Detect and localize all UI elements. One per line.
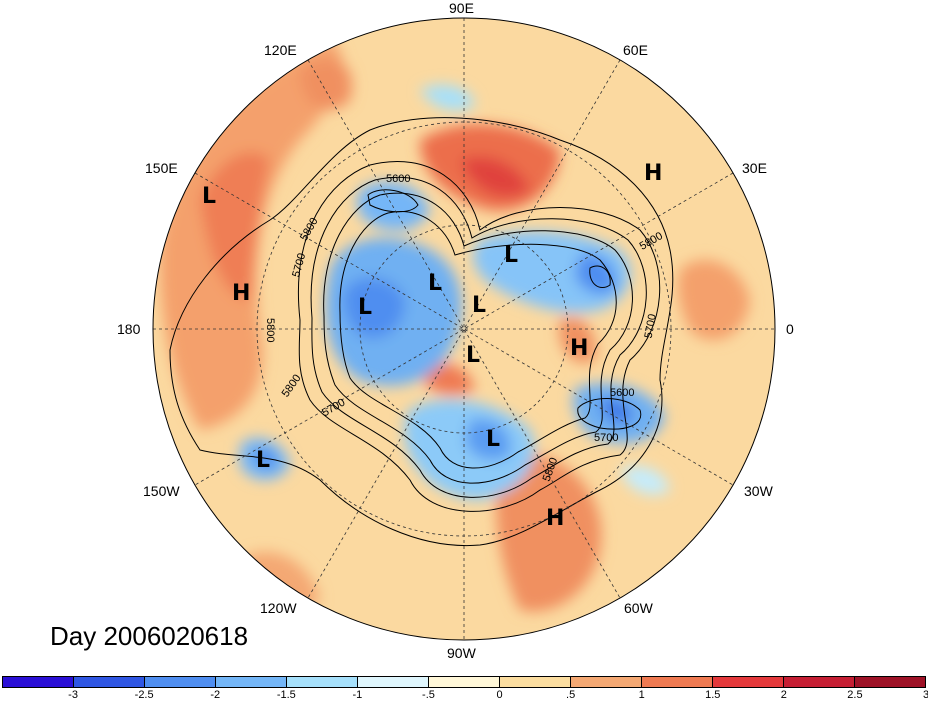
contour-label: 5700 — [594, 432, 618, 444]
high-marker: H — [570, 336, 588, 361]
colorbar-tick-label: -2.5 — [134, 689, 154, 701]
high-marker: H — [546, 506, 564, 531]
lon-label-30w: 30W — [744, 483, 773, 499]
low-marker: L — [504, 243, 518, 268]
colorbar-swatch — [500, 677, 571, 687]
colorbar-swatch — [642, 677, 713, 687]
colorbar-swatch — [287, 677, 358, 687]
lon-label-0: 0 — [786, 321, 794, 337]
colorbar-tick-label: -.5 — [422, 689, 435, 701]
colorbar-swatch — [145, 677, 216, 687]
colorbar-tick-label: 1.5 — [705, 689, 721, 701]
graticule — [153, 18, 775, 640]
colorbar-swatch — [784, 677, 855, 687]
high-marker: H — [232, 281, 250, 306]
lon-label-60e: 60E — [623, 42, 648, 58]
low-marker: L — [428, 271, 442, 296]
lon-label-60w: 60W — [624, 600, 653, 616]
colorbar-tick-label: -1.5 — [276, 689, 296, 701]
high-marker: H — [644, 161, 662, 186]
lon-label-90w: 90W — [447, 645, 476, 661]
colorbar-swatch — [358, 677, 429, 687]
lon-label-180: 180 — [117, 321, 141, 337]
colorbar — [2, 676, 926, 688]
low-marker: L — [202, 184, 216, 209]
colorbar-swatch — [216, 677, 287, 687]
height-contours — [169, 117, 674, 547]
colorbar-swatch — [3, 677, 74, 687]
colorbar-swatch — [855, 677, 925, 687]
map-border — [152, 17, 776, 641]
colorbar-swatch — [713, 677, 784, 687]
lon-label-120w: 120W — [260, 600, 297, 616]
colorbar-swatch — [429, 677, 500, 687]
day-title: Day 2006020618 — [50, 621, 249, 651]
low-marker: L — [466, 343, 480, 368]
colorbar-tick-label: -3 — [68, 689, 78, 701]
colorbar-tick-label: 0 — [496, 689, 503, 701]
low-marker: L — [256, 448, 270, 473]
colorbar-swatch — [74, 677, 145, 687]
low-marker: L — [358, 295, 372, 320]
colorbar-tick-label: 2 — [780, 689, 787, 701]
low-marker: L — [472, 293, 486, 318]
colorbar-tick-label: .5 — [566, 689, 576, 701]
colorbar-swatch — [571, 677, 642, 687]
contour-label: 5600 — [386, 173, 410, 185]
colorbar-tick-label: -2 — [210, 689, 221, 701]
colorbar-tick-label: 3 — [922, 689, 928, 701]
lon-label-150w: 150W — [143, 483, 180, 499]
lon-label-120e: 120E — [264, 42, 297, 58]
colorbar-tick-label: 2.5 — [847, 689, 863, 701]
contour-label: 5700 — [643, 313, 659, 339]
low-marker: L — [486, 427, 500, 452]
contour-label: 5800 — [264, 318, 276, 342]
colorbar-tick-label: -1 — [352, 689, 363, 701]
lon-label-90e: 90E — [449, 0, 474, 16]
contour-label: 5600 — [610, 387, 634, 399]
lon-label-150e: 150E — [145, 160, 178, 176]
lon-label-30e: 30E — [742, 160, 767, 176]
pressure-markers: L L L L L L L L H H H H — [202, 161, 662, 531]
colorbar-tick-label: 1 — [638, 689, 645, 701]
